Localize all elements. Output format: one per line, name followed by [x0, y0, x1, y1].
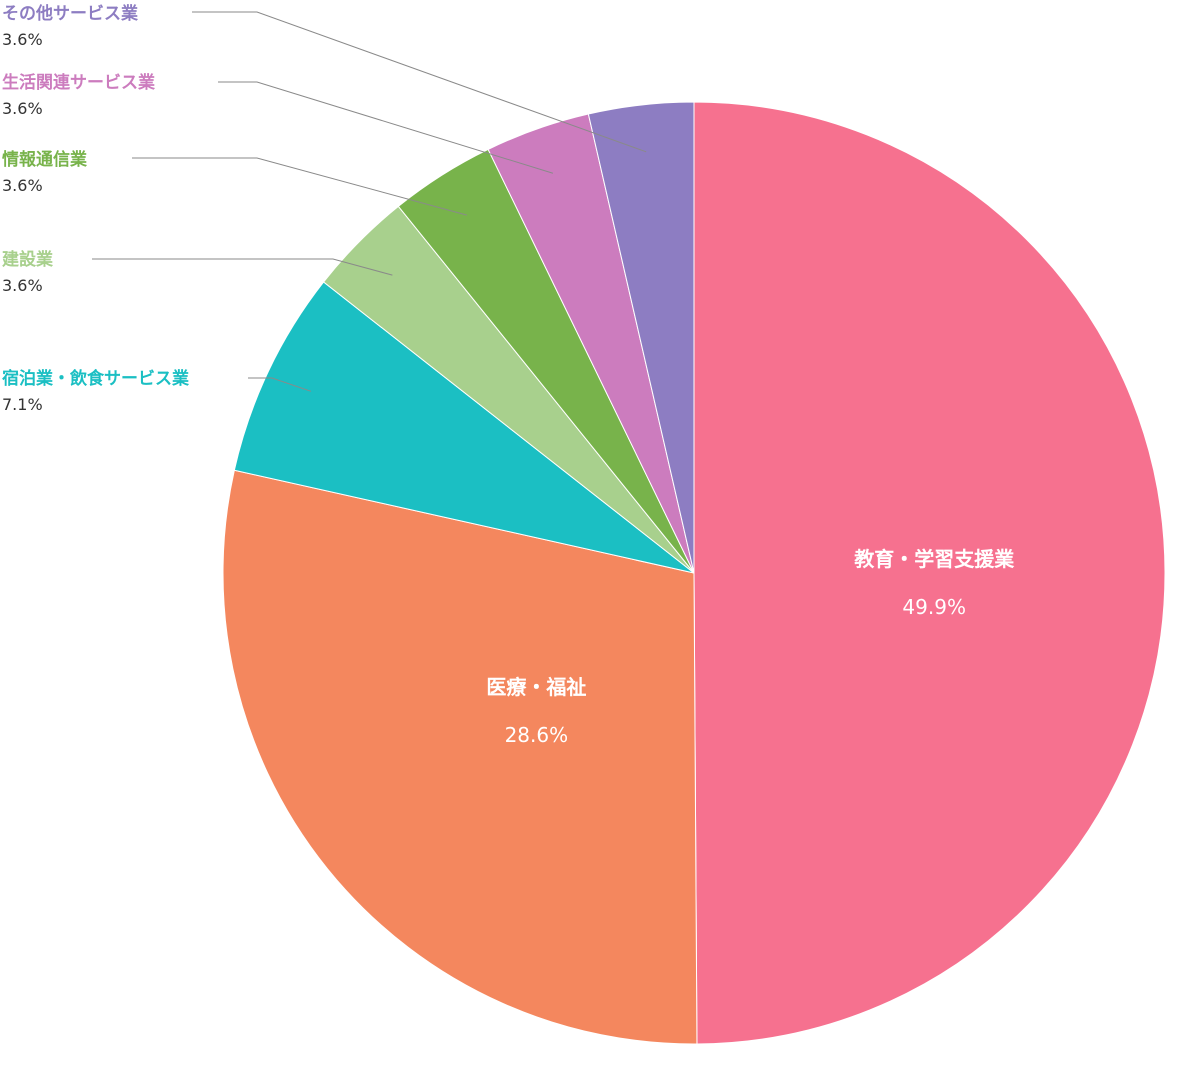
slice-2-value-label: 7.1% — [2, 395, 43, 414]
slice-6-value-label: 3.6% — [2, 30, 43, 49]
slice-1-value-label: 28.6% — [505, 723, 569, 747]
slice-labels: 教育・学習支援業 49.9% 医療・福祉 28.6% 宿泊業・飲食サービス業 7.1% 建設… — [2, 3, 1015, 747]
slice-2-leader-line — [248, 377, 312, 392]
slice-2-wedge — [233, 281, 695, 574]
slice-1-wedge — [222, 469, 698, 1045]
slice-6-label: その他サービス業 — [2, 3, 138, 24]
slice-5-leader-line — [218, 81, 554, 174]
slice-0-label: 教育・学習支援業 — [854, 547, 1015, 571]
slice-3-label: 建設業 — [2, 249, 53, 270]
slice-1-label: 医療・福祉 — [486, 675, 586, 699]
slice-5-value-label: 3.6% — [2, 99, 43, 118]
leader-lines — [92, 11, 647, 392]
slice-3-value-label: 3.6% — [2, 276, 43, 295]
slice-4-value-label: 3.6% — [2, 176, 43, 195]
slice-2-label: 宿泊業・飲食サービス業 — [2, 368, 189, 389]
slice-6-leader-line — [192, 11, 647, 153]
pie-slices — [222, 101, 1166, 1045]
slice-5-label: 生活関連サービス業 — [2, 72, 155, 93]
slice-3-leader-line — [92, 258, 393, 276]
slice-4-label: 情報通信業 — [2, 149, 87, 170]
slice-0-wedge — [693, 101, 1166, 1045]
slice-0-value-label: 49.9% — [902, 595, 966, 619]
slice-6-wedge — [587, 101, 695, 574]
slice-4-leader-line — [132, 157, 467, 216]
